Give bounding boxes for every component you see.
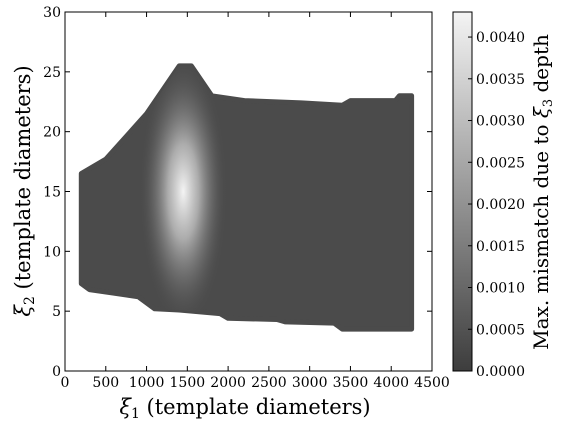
y-tick-label: 25 [43,65,61,81]
colorbar-tick-label: 0.0015 [476,239,525,255]
x-tick-label: 500 [92,375,119,391]
y-tick-label: 15 [43,185,61,201]
colorbar-tick-label: 0.0035 [476,72,525,88]
x-tick-label: 4000 [373,375,409,391]
colorbar-tick-label: 0.0000 [476,364,525,380]
y-tick-label: 0 [52,364,61,380]
colorbar-tick-label: 0.0005 [476,322,525,338]
y-tick-label: 20 [43,125,61,141]
x-tick-label: 0 [61,375,70,391]
colorbar-tick-label: 0.0020 [476,197,525,213]
x-tick-label: 1500 [170,375,206,391]
y-tick-label: 30 [43,5,61,21]
colorbar-tick-label: 0.0010 [476,281,525,297]
colorbar: 0.0000 0.0005 0.0010 0.0015 0.0020 0.0025 0.00… [452,11,525,380]
colorbar-frame [452,11,473,372]
x-tick-label: 2500 [251,375,287,391]
x-tick-label: 3000 [292,375,328,391]
x-tick-label: 3500 [333,375,369,391]
colorbar-label: Max. mismatch due to ξ3 depth [529,34,556,350]
plot-area [78,63,415,332]
colorbar-tick-label: 0.0030 [476,114,525,130]
y-tick-label: 10 [43,244,61,260]
mismatch-peak [81,65,412,330]
colorbar-tick-label: 0.0025 [476,155,525,171]
y-axis-label: ξ2 (template diameters) [11,65,38,316]
y-tick-label: 5 [52,304,61,320]
x-tick-label: 1000 [129,375,165,391]
axes: 0 500 1000 1500 2000 2500 3000 3500 4000 45000510… [43,5,450,391]
colorbar-gradient [453,12,472,371]
x-tick-label: 2000 [210,375,246,391]
x-axis-label: ξ1 (template diameters) [119,395,370,422]
x-tick-label: 4500 [414,375,450,391]
colorbar-tick-label: 0.0040 [476,30,525,46]
